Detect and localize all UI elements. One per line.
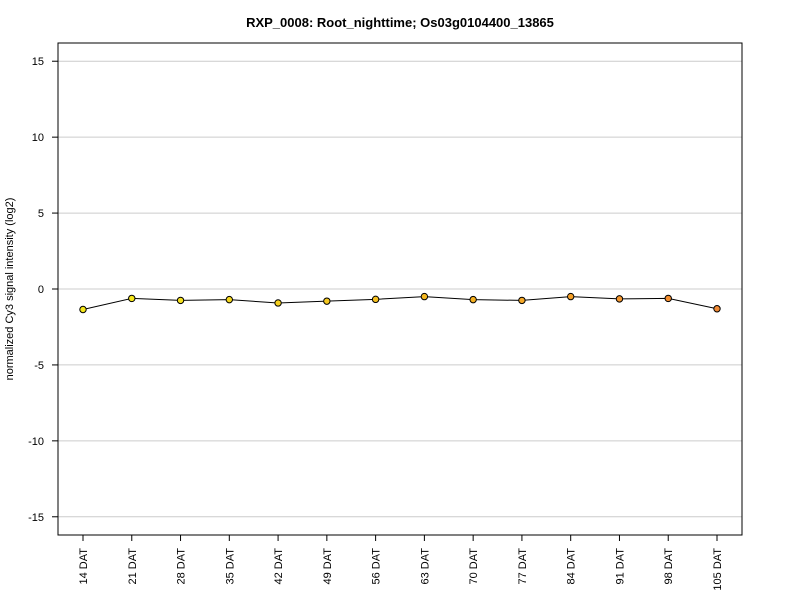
data-point bbox=[371, 295, 380, 304]
x-axis: 14 DAT 21 DAT 28 DAT 35 DAT 42 DAT 49 DAT 56 D… bbox=[78, 534, 724, 591]
x-tick-label: 42 DAT bbox=[273, 548, 285, 585]
x-tick-label: 84 DAT bbox=[566, 548, 578, 585]
y-tick-label: 15 bbox=[32, 56, 44, 68]
grid-lines bbox=[58, 60, 742, 518]
x-tick-label: 56 DAT bbox=[371, 548, 383, 585]
data-series bbox=[79, 292, 721, 314]
y-tick-label: 10 bbox=[32, 132, 44, 144]
data-point bbox=[79, 305, 87, 314]
x-tick-label: 35 DAT bbox=[224, 548, 236, 585]
data-point bbox=[176, 296, 185, 305]
data-point bbox=[615, 295, 624, 303]
data-point bbox=[713, 305, 721, 313]
x-tick-label: 70 DAT bbox=[468, 548, 480, 585]
y-tick-label: 5 bbox=[38, 208, 44, 220]
data-point bbox=[664, 294, 672, 303]
data-point bbox=[225, 295, 234, 304]
data-point bbox=[518, 296, 526, 305]
x-tick-label: 49 DAT bbox=[322, 548, 334, 585]
y-axis-label: normalized Cy3 signal intensity (log2) bbox=[4, 198, 16, 381]
data-point bbox=[469, 295, 477, 304]
y-tick-label: -5 bbox=[34, 360, 44, 372]
x-tick-label: 28 DAT bbox=[176, 548, 188, 585]
series-line bbox=[82, 296, 718, 310]
x-tick-label: 105 DAT bbox=[712, 548, 724, 591]
y-tick-label: -15 bbox=[28, 512, 44, 524]
y-tick-label: -10 bbox=[28, 436, 44, 448]
data-point bbox=[566, 292, 575, 301]
y-tick-label: 0 bbox=[38, 284, 44, 296]
x-tick-label: 91 DAT bbox=[614, 548, 626, 585]
x-tick-label: 98 DAT bbox=[663, 548, 675, 585]
x-tick-label: 77 DAT bbox=[517, 548, 529, 585]
x-tick-label: 63 DAT bbox=[419, 548, 431, 585]
data-point bbox=[420, 292, 429, 301]
data-point bbox=[128, 294, 136, 303]
y-axis: -15 -10 -5 0 5 10 15 bbox=[28, 56, 58, 524]
chart-title: RXP_0008: Root_nighttime; Os03g0104400_1… bbox=[246, 15, 554, 30]
x-tick-label: 21 DAT bbox=[127, 548, 139, 585]
x-tick-label: 14 DAT bbox=[78, 548, 90, 585]
data-point bbox=[274, 299, 282, 307]
data-point bbox=[323, 297, 331, 305]
